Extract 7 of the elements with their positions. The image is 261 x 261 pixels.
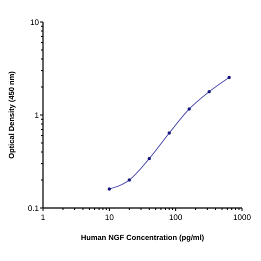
x-tick-label: 1: [40, 213, 46, 222]
x-tick-label: 100: [168, 213, 183, 222]
x-tick-label: 1000: [233, 213, 252, 222]
y-tick-label: 0.1: [28, 204, 40, 213]
y-tick-label: 1: [34, 111, 40, 120]
x-tick-label: 10: [104, 213, 114, 222]
y-tick-label: 10: [30, 18, 40, 27]
